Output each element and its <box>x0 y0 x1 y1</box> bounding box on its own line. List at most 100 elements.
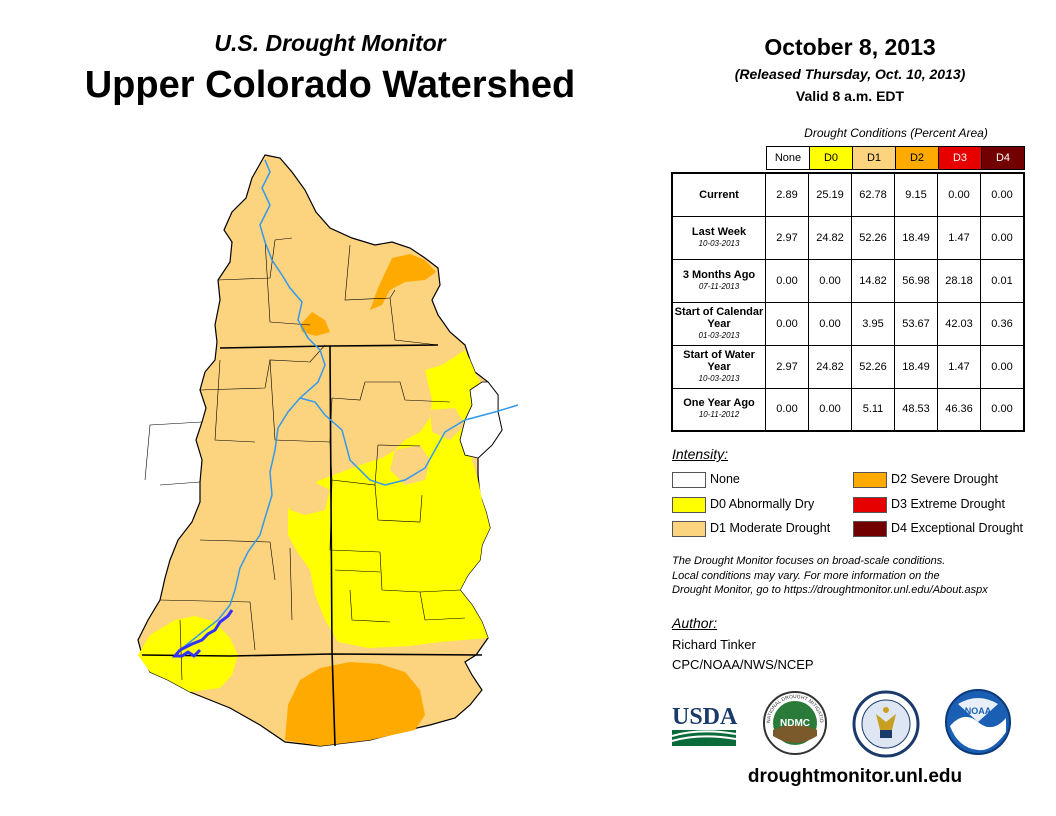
legend-swatch <box>853 472 887 488</box>
table-cell: 1.47 <box>937 344 981 389</box>
table-cell: 0.00 <box>808 387 852 432</box>
col-header-none: None <box>766 146 810 170</box>
note-line: The Drought Monitor focuses on broad-sca… <box>672 555 946 567</box>
table-cell: 0.00 <box>980 387 1025 432</box>
legend-label: None <box>710 472 740 486</box>
d2-area-small <box>300 312 330 336</box>
row-date: 10-03-2013 <box>698 238 740 248</box>
table-cell: 25.19 <box>808 172 852 217</box>
table-cell: 46.36 <box>937 387 981 432</box>
valid-time: Valid 8 a.m. EDT <box>795 88 905 104</box>
ndmc-logo-text: NDMC <box>780 718 810 729</box>
table-row: Start of Calendar Year 01-03-2013 0.00 0.… <box>671 301 1025 346</box>
map-subtitle: U.S. Drought Monitor <box>214 30 446 56</box>
legend-label: D4 Exceptional Drought <box>891 521 1024 535</box>
website-url: droughtmonitor.unl.edu <box>747 766 963 787</box>
row-label: Start of Water Year 10-03-2013 <box>671 344 766 389</box>
table-row: 3 Months Ago 07-11-2013 0.00 0.00 14.82 5… <box>671 258 1025 303</box>
col-header-d0: D0 <box>809 146 853 170</box>
table-cell: 0.01 <box>980 258 1025 303</box>
drought-map <box>137 154 519 747</box>
author-name: Richard Tinker <box>672 637 756 652</box>
col-header-d1: D1 <box>852 146 896 170</box>
legend-swatch <box>853 497 887 513</box>
table-cell: 52.26 <box>851 344 895 389</box>
table-cell: 9.15 <box>894 172 938 217</box>
table-cell: 24.82 <box>808 344 852 389</box>
legend-swatch <box>672 497 706 513</box>
table-cell: 2.97 <box>765 215 809 260</box>
doc-seal-logo <box>852 690 920 758</box>
note-line: Local conditions may vary. For more info… <box>672 569 940 582</box>
note-line: Drought Monitor, go to https://droughtmo… <box>672 584 988 596</box>
table-cell: 28.18 <box>937 258 981 303</box>
legend-label: D2 Severe Drought <box>891 472 999 486</box>
legend-item-none: None <box>672 472 842 490</box>
noaa-logo: NOAA <box>945 689 1011 755</box>
table-cell: 0.00 <box>765 301 809 346</box>
legend-swatch <box>672 521 706 537</box>
author-title: Author: <box>672 615 718 631</box>
table-cell: 24.82 <box>808 215 852 260</box>
county-boundaries <box>144 237 466 681</box>
row-label: 3 Months Ago 07-11-2013 <box>671 258 766 303</box>
table-row: One Year Ago 10-11-2012 0.00 0.00 5.11 48… <box>671 387 1025 432</box>
d0-area-southwest <box>138 616 238 692</box>
usda-logo-text: USDA <box>672 704 738 730</box>
legend-item-d2: D2 Severe Drought <box>853 472 1043 490</box>
table-cell: 53.67 <box>894 301 938 346</box>
legend-item-d4: D4 Exceptional Drought <box>853 521 1043 539</box>
d1-pocket-3 <box>430 408 465 440</box>
legend-label: D3 Extreme Drought <box>891 497 1005 511</box>
d2-area-north <box>370 254 436 310</box>
table-cell: 42.03 <box>937 301 981 346</box>
table-row: Last Week 10-03-2013 2.97 24.82 52.26 18.… <box>671 215 1025 260</box>
table-cell: 5.11 <box>851 387 895 432</box>
row-label: One Year Ago 10-11-2012 <box>671 387 766 432</box>
table-cell: 3.95 <box>851 301 895 346</box>
d1-pocket-2 <box>288 480 330 515</box>
row-date: 07-11-2013 <box>698 281 740 291</box>
release-date: (Released Thursday, Oct. 10, 2013) <box>734 66 966 82</box>
table-cell: 62.78 <box>851 172 895 217</box>
table-cell: 18.49 <box>894 215 938 260</box>
table-cell: 0.00 <box>808 301 852 346</box>
table-row: Current 2.89 25.19 62.78 9.15 0.00 0.00 <box>671 172 1025 217</box>
map-date: October 8, 2013 <box>764 34 936 60</box>
table-cell: 2.89 <box>765 172 809 217</box>
table-cell: 52.26 <box>851 215 895 260</box>
table-cell: 0.00 <box>980 215 1025 260</box>
col-header-d4: D4 <box>981 146 1025 170</box>
table-cell: 0.00 <box>980 172 1025 217</box>
table-caption: Drought Conditions (Percent Area) <box>804 126 988 140</box>
row-date: 10-03-2013 <box>698 373 740 383</box>
table-cell: 56.98 <box>894 258 938 303</box>
row-label: Start of Calendar Year 01-03-2013 <box>671 301 766 346</box>
table-cell: 0.00 <box>937 172 981 217</box>
table-cell: 14.82 <box>851 258 895 303</box>
d2-area-south <box>285 662 425 746</box>
table-cell: 18.49 <box>894 344 938 389</box>
legend-swatch <box>853 521 887 537</box>
info-note: The Drought Monitor focuses on broad-sca… <box>672 554 1052 598</box>
legend-swatch <box>672 472 706 488</box>
noaa-logo-text: NOAA <box>965 706 992 716</box>
table-cell: 1.47 <box>937 215 981 260</box>
legend-label: D0 Abnormally Dry <box>710 497 815 511</box>
d1-pocket-1 <box>390 445 430 485</box>
row-date: 01-03-2013 <box>698 330 740 340</box>
map-title: Upper Colorado Watershed <box>84 64 576 106</box>
table-cell: 0.00 <box>765 258 809 303</box>
colorado-river <box>179 159 519 651</box>
legend-item-d1: D1 Moderate Drought <box>672 521 842 539</box>
state-lines <box>141 344 483 747</box>
drought-table-header: None D0 D1 D2 D3 D4 <box>766 146 1025 170</box>
legend-label: D1 Moderate Drought <box>710 521 831 535</box>
usda-logo: USDA <box>671 704 738 746</box>
table-cell: 48.53 <box>894 387 938 432</box>
table-cell: 2.97 <box>765 344 809 389</box>
row-date: 10-11-2012 <box>698 410 740 420</box>
table-row: Start of Water Year 10-03-2013 2.97 24.82… <box>671 344 1025 389</box>
lake-powell <box>171 609 234 658</box>
